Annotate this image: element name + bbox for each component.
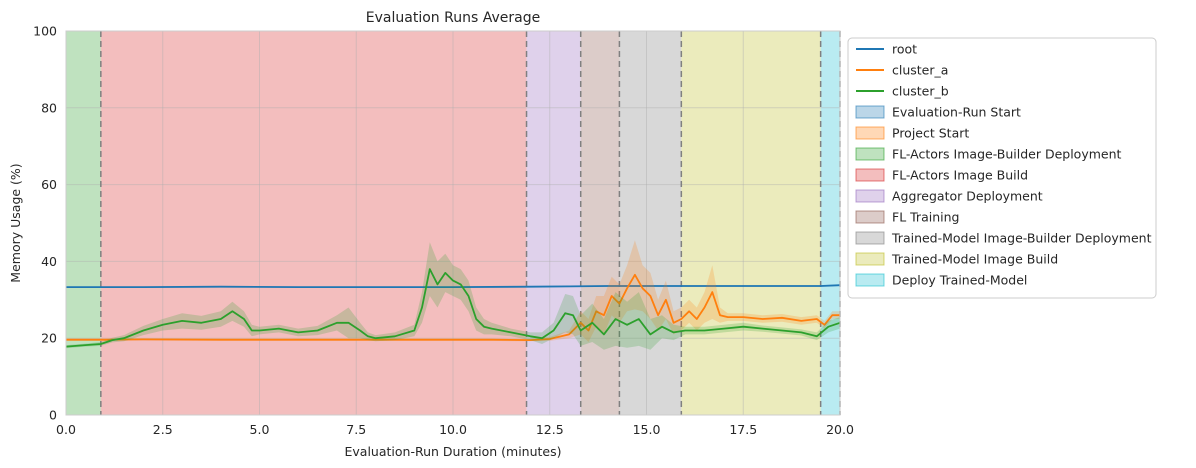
phase-region-3 [100, 31, 527, 415]
x-tick-label-6: 15.0 [633, 422, 661, 437]
phase-region-8 [820, 31, 840, 415]
x-tick-label-2: 5.0 [250, 422, 270, 437]
series-line-cluster_a [66, 273, 840, 342]
chart-title: Evaluation Runs Average [366, 10, 540, 26]
y-axis-label: Memory Usage (%) [8, 163, 23, 282]
legend-swatch-phase-7 [855, 252, 885, 266]
y-tick-label-1: 20 [41, 331, 57, 346]
x-tick-label-5: 12.5 [536, 422, 564, 437]
plot-area: 0.0 2.5 5.0 7.5 10.0 12.5 15.0 17.5 20.0 0 20 40 60 8… [33, 24, 854, 438]
legend-swatch-phase-1 [855, 126, 885, 140]
x-tick-label-1: 2.5 [153, 422, 173, 437]
legend-box [847, 37, 1157, 299]
y-tick-label-2: 40 [41, 254, 57, 269]
phase-region-7 [681, 31, 821, 415]
legend-label-phase-8: Deploy Trained-Model [892, 273, 1027, 288]
x-tick-label-4: 10.0 [439, 422, 467, 437]
legend-label-phase-2: FL-Actors Image-Builder Deployment [892, 147, 1121, 162]
phase-region-6 [619, 31, 682, 415]
x-axis-label: Evaluation-Run Duration (minutes) [344, 444, 561, 459]
legend-swatch-phase-0 [855, 105, 885, 119]
plot-frame [65, 30, 841, 416]
legend-label-phase-5: FL Training [892, 210, 959, 225]
y-tick-label-0: 0 [49, 408, 57, 423]
y-tick-label-3: 60 [41, 177, 57, 192]
legend-swatch-phase-5 [855, 210, 885, 224]
x-tick-label-8: 20.0 [826, 422, 854, 437]
phase-region-5 [580, 31, 620, 415]
y-tick-label-5: 100 [33, 24, 57, 39]
legend-label-cluster_a: cluster_a [892, 63, 948, 78]
series-line-cluster_b [65, 268, 841, 348]
legend-label-phase-7: Trained-Model Image Build [891, 252, 1058, 267]
legend-swatch-phase-8 [855, 273, 885, 287]
legend-label-phase-6: Trained-Model Image-Builder Deployment [891, 231, 1152, 246]
legend-swatch-phase-4 [855, 189, 885, 203]
legend-swatch-phase-6 [855, 231, 885, 245]
series-line-root [66, 284, 841, 289]
legend-label-phase-3: FL-Actors Image Build [892, 168, 1028, 183]
x-tick-label-7: 17.5 [729, 422, 757, 437]
legend: root cluster_a cluster_b Evaluation-Run Sta… [847, 37, 1157, 299]
legend-label-phase-1: Project Start [892, 126, 969, 141]
x-tick-label-0: 0.0 [56, 422, 76, 437]
legend-swatch-phase-3 [855, 168, 885, 182]
phase-region-4 [526, 31, 581, 415]
y-tick-label-4: 80 [41, 100, 57, 115]
legend-label-phase-0: Evaluation-Run Start [892, 105, 1021, 120]
series-band-cluster_b [66, 242, 840, 350]
legend-label-phase-4: Aggregator Deployment [892, 189, 1043, 204]
x-tick-label-3: 7.5 [346, 422, 366, 437]
legend-label-root: root [892, 42, 917, 57]
legend-swatch-phase-2 [855, 147, 885, 161]
phase-region-2 [66, 31, 101, 415]
legend-label-cluster_b: cluster_b [892, 84, 949, 99]
